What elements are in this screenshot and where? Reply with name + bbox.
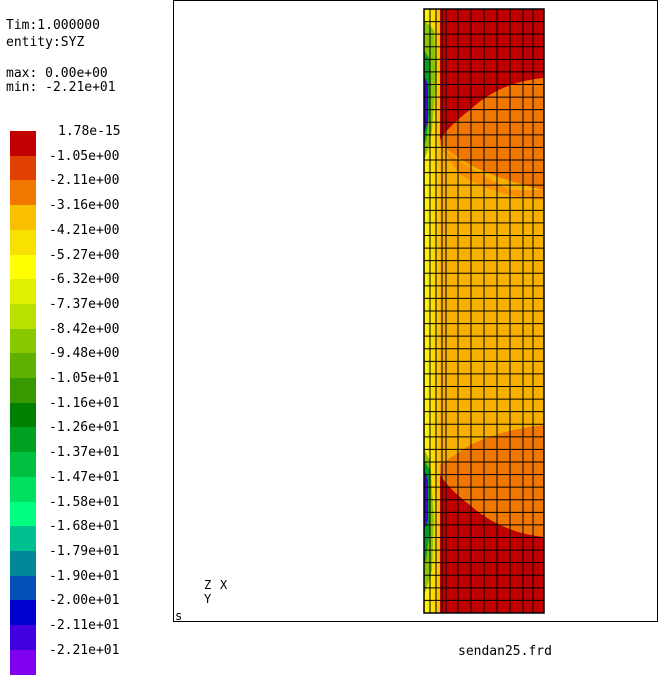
legend-swatch [10, 649, 36, 675]
contour-bottom-orange [440, 425, 544, 537]
legend-swatch [10, 254, 36, 280]
legend-swatch [10, 328, 36, 354]
legend-swatch [10, 600, 36, 626]
legend-swatch [10, 427, 36, 453]
origin-marker: s [175, 609, 183, 623]
legend-label: -1.05e+01 [49, 371, 120, 386]
contour-left-top-blue [424, 75, 428, 135]
legend-swatch [10, 378, 36, 403]
legend-swatch [10, 550, 36, 576]
legend-swatch [10, 402, 36, 428]
legend-swatch [10, 303, 36, 329]
model-viewport[interactable] [173, 0, 658, 622]
legend-swatch [10, 229, 36, 255]
legend-label: -1.90e+01 [49, 568, 120, 584]
legend-label: -2.11e+01 [49, 618, 120, 633]
mesh-border [423, 8, 545, 614]
legend-swatch [10, 625, 36, 650]
legend-label: -1.16e+01 [49, 395, 120, 411]
contour-bottom-red [436, 475, 544, 613]
legend-swatch [10, 476, 36, 502]
legend-swatch [10, 575, 36, 601]
time-label: Tim:1.000000 [6, 18, 100, 33]
legend-label: -1.26e+01 [49, 420, 120, 436]
legend-label: 1.78e-15 [58, 124, 121, 139]
contour-top-red [436, 9, 544, 140]
legend-label: -2.00e+01 [49, 593, 120, 609]
max-label: max: 0.00e+00 [6, 66, 108, 81]
legend-label: -6.32e+00 [49, 272, 120, 288]
legend-swatch [10, 526, 36, 552]
axis-y-label: Y [204, 592, 212, 606]
axis-x-label: X [220, 578, 228, 592]
legend-label: -1.05e+00 [49, 148, 120, 164]
legend-label: -9.48e+00 [49, 346, 120, 362]
legend-swatch [10, 205, 36, 231]
min-label: min: -2.21e+01 [6, 80, 116, 95]
filename-label: sendan25.frd [458, 644, 552, 659]
legend-swatch [10, 501, 36, 527]
legend-label: -8.42e+00 [49, 321, 120, 337]
legend-label: -2.21e+01 [49, 642, 120, 658]
legend-label: -1.79e+01 [49, 543, 120, 559]
legend-label: -5.27e+00 [49, 247, 120, 263]
legend-label: -4.21e+00 [49, 222, 120, 238]
entity-label: entity:SYZ [6, 35, 85, 50]
legend-swatch [10, 180, 36, 206]
legend-label: -2.11e+00 [49, 173, 120, 189]
contour-top-orange [440, 78, 544, 190]
legend-swatch [10, 131, 36, 156]
legend-label: -1.37e+01 [49, 445, 120, 461]
legend-swatch [10, 279, 36, 305]
legend-swatch [10, 155, 36, 181]
legend-label: -7.37e+00 [49, 296, 120, 312]
legend-label: -1.68e+01 [49, 519, 120, 535]
legend-label: -1.47e+01 [49, 469, 120, 485]
legend-swatch [10, 353, 36, 379]
legend-swatch [10, 452, 36, 478]
axis-z-label: Z [204, 578, 212, 592]
contour-top-orange2 [442, 148, 544, 200]
legend-label: -3.16e+00 [49, 198, 120, 214]
legend-label: -1.58e+01 [49, 494, 120, 510]
